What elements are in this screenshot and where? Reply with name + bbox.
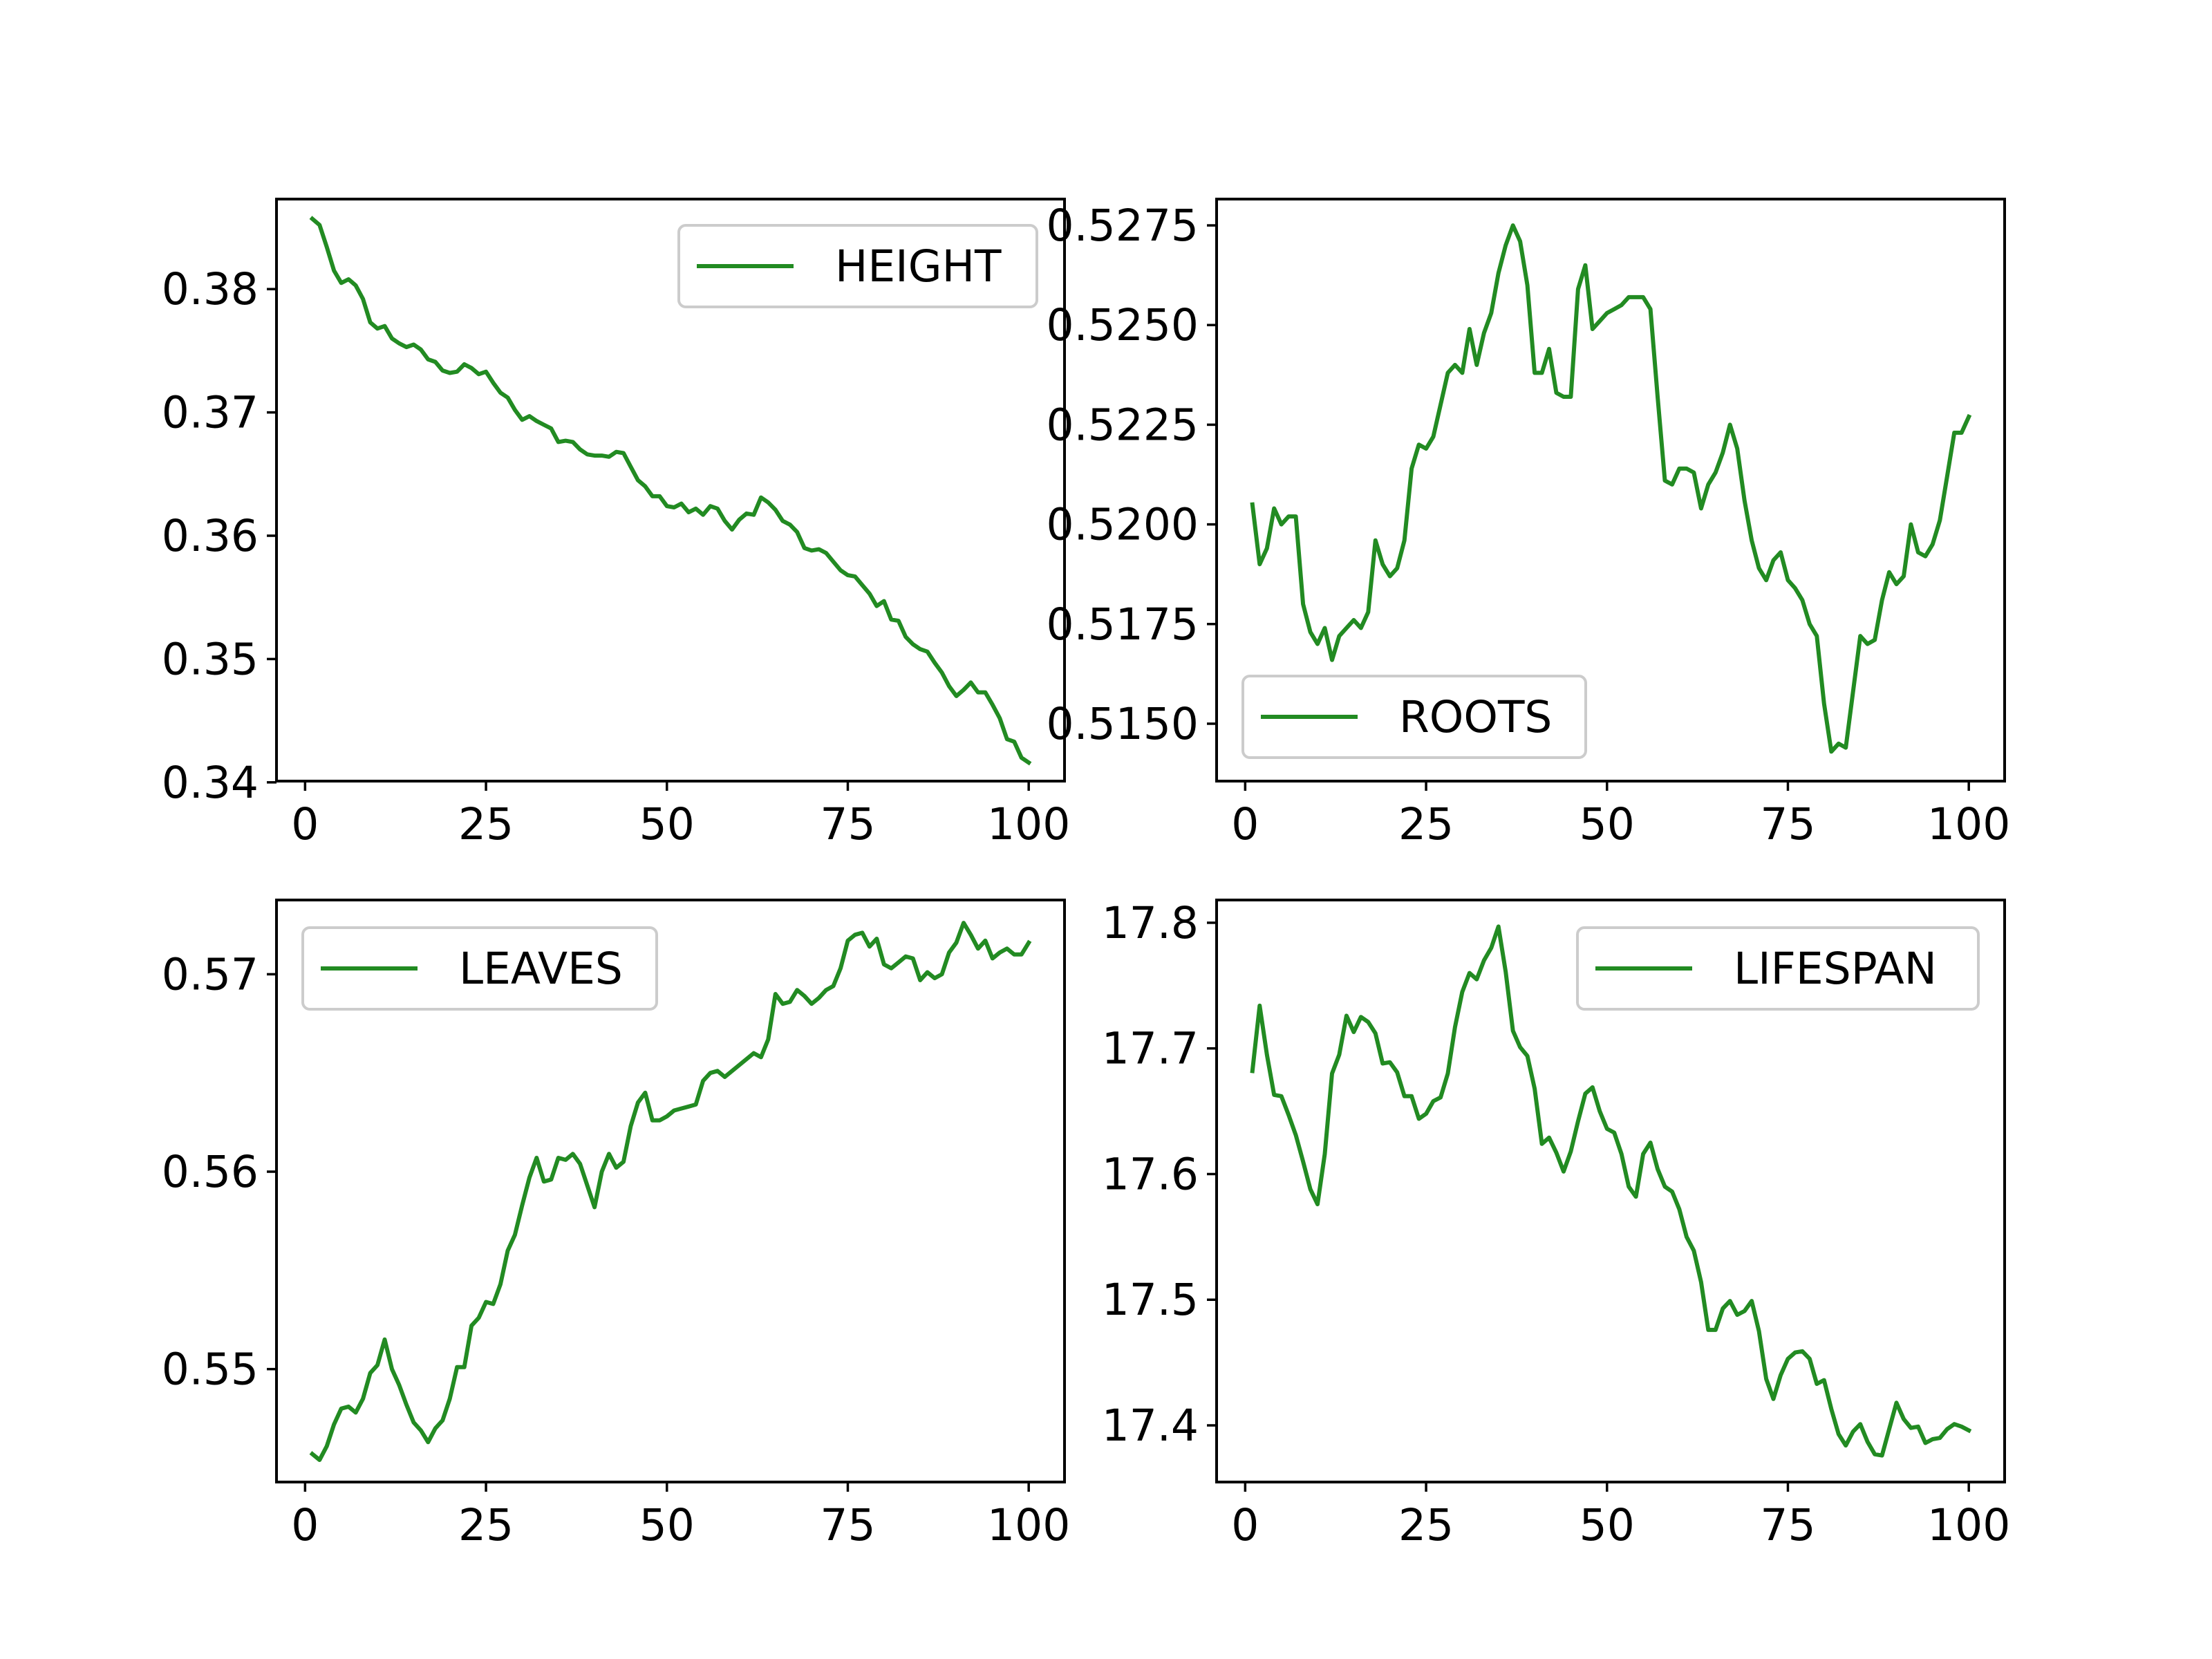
chart-3-x-tick-label: 50 <box>1580 1500 1635 1550</box>
chart-3-y-tick-label: 17.4 <box>1102 1400 1199 1451</box>
chart-1-x-tick-label: 50 <box>1580 799 1635 850</box>
plot-height: 0 25 50 75 100 0.34 0.35 0.36 0.37 0.38 HEIGHT <box>162 198 1070 850</box>
chart-1-legend-box <box>1241 675 1587 759</box>
chart-0-y-tick-label: 0.36 <box>162 511 259 561</box>
chart-3-x-tick-label: 75 <box>1760 1500 1815 1550</box>
chart-2-y-tick-label: 0.56 <box>162 1147 259 1197</box>
plot-roots: 0 25 50 75 100 0.5150 0.5175 0.5200 0.5225 0.5250… <box>1047 198 2010 850</box>
chart-3-x-tick-label: 0 <box>1231 1500 1259 1550</box>
chart-2-series-line <box>309 921 1032 1462</box>
chart-0-y-tick-label: 0.37 <box>162 388 259 438</box>
chart-1-series-line <box>1250 223 1972 754</box>
chart-2-x-tick-label: 25 <box>458 1500 514 1550</box>
chart-3-series-line <box>1250 924 1972 1458</box>
chart-0-legend-label: HEIGHT <box>835 241 1002 292</box>
chart-0-series-line <box>309 216 1032 766</box>
chart-2-legend-box <box>301 926 658 1011</box>
chart-2-y-tick-label: 0.57 <box>162 949 259 1000</box>
chart-0-x-tick-label: 25 <box>458 799 514 850</box>
chart-3-x-tick-label: 25 <box>1398 1500 1454 1550</box>
chart-2-x-tick-label: 50 <box>639 1500 695 1550</box>
chart-2-x-tick-label: 100 <box>987 1500 1070 1550</box>
chart-3-x-tick-label: 100 <box>1927 1500 2010 1550</box>
chart-0-x-tick-label: 100 <box>987 799 1070 850</box>
chart-0-y-tick-label: 0.35 <box>162 634 259 684</box>
chart-1-legend-label: ROOTS <box>1399 692 1552 742</box>
chart-1-x-tick-label: 100 <box>1927 799 2010 850</box>
plot-leaves: 0 25 50 75 100 0.55 0.56 0.57 LEAVES <box>162 899 1070 1550</box>
chart-3-y-tick-label: 17.5 <box>1102 1275 1199 1325</box>
chart-0-x-tick-label: 0 <box>291 799 319 850</box>
chart-3-legend-label: LIFESPAN <box>1734 944 1937 994</box>
chart-1-y-tick-label: 0.5150 <box>1047 699 1199 749</box>
chart-3-y-tick-label: 17.7 <box>1102 1024 1199 1074</box>
chart-1-x-tick-label: 0 <box>1231 799 1259 850</box>
chart-0-y-tick-label: 0.34 <box>162 758 259 808</box>
chart-3-legend-box <box>1576 926 1980 1011</box>
chart-3-y-tick-label: 17.8 <box>1102 898 1199 948</box>
chart-1-x-tick-label: 75 <box>1760 799 1815 850</box>
chart-2-axes-frame <box>275 899 1066 1483</box>
chart-1-y-tick-label: 0.5175 <box>1047 599 1199 650</box>
chart-3-y-tick-label: 17.6 <box>1102 1149 1199 1199</box>
chart-0-axes-frame <box>275 198 1066 782</box>
chart-1-x-tick-label: 25 <box>1398 799 1454 850</box>
chart-1-y-tick-label: 0.5200 <box>1047 500 1199 550</box>
chart-1-y-tick-label: 0.5250 <box>1047 300 1199 350</box>
chart-3-axes-frame <box>1215 899 2006 1483</box>
chart-2-y-tick-label: 0.55 <box>162 1344 259 1395</box>
chart-0-legend-box <box>677 224 1038 308</box>
chart-0-y-tick-label: 0.38 <box>162 264 259 315</box>
chart-2-x-tick-label: 75 <box>820 1500 875 1550</box>
chart-2-legend-label: LEAVES <box>459 944 623 994</box>
chart-1-y-tick-label: 0.5225 <box>1047 400 1199 450</box>
chart-1-axes-frame <box>1215 198 2006 782</box>
chart-0-x-tick-label: 75 <box>820 799 875 850</box>
chart-2-x-tick-label: 0 <box>291 1500 319 1550</box>
chart-0-x-tick-label: 50 <box>639 799 695 850</box>
plot-lifespan: 0 25 50 75 100 17.4 17.5 17.6 17.7 17.8 LIFESPAN <box>1102 898 2011 1550</box>
chart-1-y-tick-label: 0.5275 <box>1047 200 1199 251</box>
